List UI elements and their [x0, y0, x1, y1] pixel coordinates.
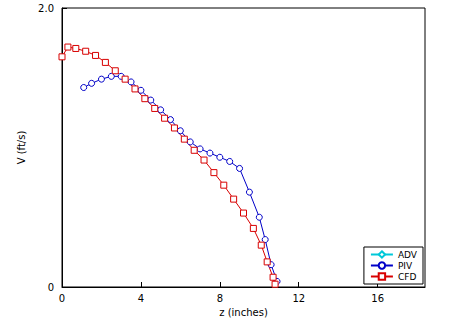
svg-text:2.0: 2.0	[38, 3, 54, 14]
svg-text:PIV: PIV	[398, 261, 413, 271]
svg-text:CFD: CFD	[398, 272, 416, 282]
svg-text:V (ft/s): V (ft/s)	[16, 131, 27, 165]
svg-text:16: 16	[371, 293, 384, 304]
svg-text:4: 4	[138, 293, 144, 304]
svg-text:0: 0	[48, 282, 54, 293]
svg-text:8: 8	[217, 293, 223, 304]
svg-text:12: 12	[292, 293, 305, 304]
svg-text:0: 0	[59, 293, 65, 304]
svg-text:ADV: ADV	[398, 250, 418, 260]
svg-text:z (inches): z (inches)	[219, 307, 268, 318]
